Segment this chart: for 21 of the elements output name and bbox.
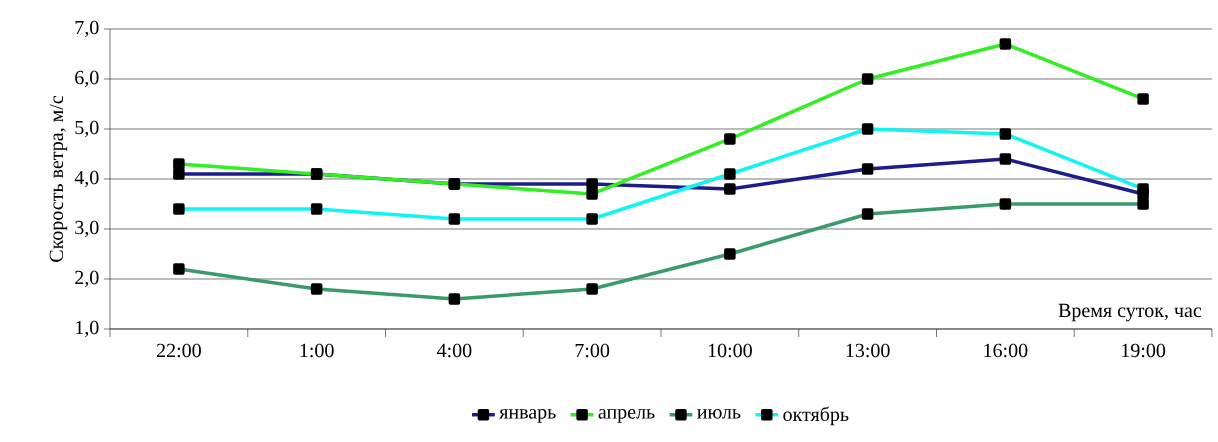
x-tick-label: 22:00: [156, 343, 201, 358]
y-tick-label: 1,0: [76, 320, 99, 338]
x-tick-label: 7:00: [575, 343, 610, 358]
y-tick-label: 2,0: [75, 270, 99, 288]
legend-label: июль: [697, 409, 741, 419]
x-tick-label: 13:00: [846, 343, 890, 358]
y-tick-label: 5,0: [75, 120, 99, 138]
y-axis-title: Скорость ветра, м/с: [49, 95, 68, 262]
legend-label: апрель: [598, 409, 655, 423]
y-tick-label: 3,0: [75, 220, 99, 238]
y-tick-label: 6,0: [75, 70, 99, 88]
legend-label: октябрь: [783, 406, 849, 426]
y-tick-label: 4,0: [74, 170, 99, 188]
x-tick-label: 10:00: [708, 343, 752, 358]
legend-label: январь: [499, 409, 556, 423]
x-tick-label: 16:00: [984, 343, 1028, 358]
x-tick-label: 4:00: [437, 343, 472, 358]
x-tick-label: 1:00: [300, 343, 334, 358]
x-tick-label: 19:00: [1122, 343, 1166, 358]
x-axis-title: Время суток, час: [1058, 303, 1202, 322]
y-tick-label: 7,0: [75, 20, 99, 38]
